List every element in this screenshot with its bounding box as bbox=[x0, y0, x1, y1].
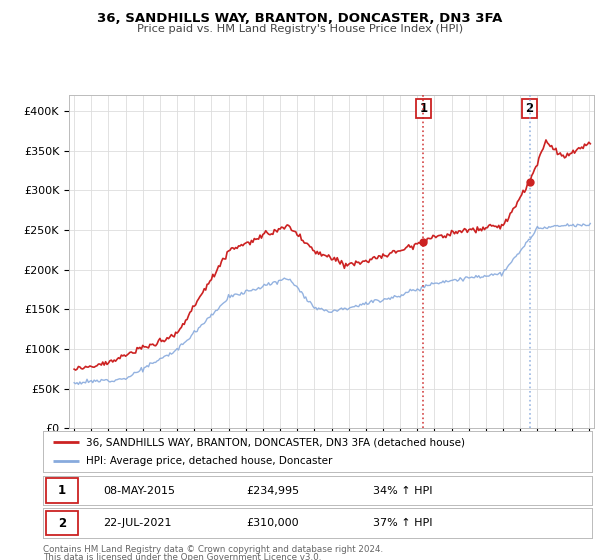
Text: 1: 1 bbox=[419, 102, 427, 115]
Bar bbox=[46, 511, 78, 535]
Text: HPI: Average price, detached house, Doncaster: HPI: Average price, detached house, Donc… bbox=[86, 456, 332, 465]
Text: 1: 1 bbox=[58, 484, 66, 497]
Text: £234,995: £234,995 bbox=[247, 486, 299, 496]
Text: 22-JUL-2021: 22-JUL-2021 bbox=[104, 518, 172, 528]
Bar bbox=[46, 478, 78, 503]
Text: This data is licensed under the Open Government Licence v3.0.: This data is licensed under the Open Gov… bbox=[43, 553, 322, 560]
Text: Contains HM Land Registry data © Crown copyright and database right 2024.: Contains HM Land Registry data © Crown c… bbox=[43, 545, 383, 554]
Text: 36, SANDHILLS WAY, BRANTON, DONCASTER, DN3 3FA: 36, SANDHILLS WAY, BRANTON, DONCASTER, D… bbox=[97, 12, 503, 25]
Text: 08-MAY-2015: 08-MAY-2015 bbox=[104, 486, 176, 496]
Text: 36, SANDHILLS WAY, BRANTON, DONCASTER, DN3 3FA (detached house): 36, SANDHILLS WAY, BRANTON, DONCASTER, D… bbox=[86, 437, 465, 447]
Text: 37% ↑ HPI: 37% ↑ HPI bbox=[373, 518, 432, 528]
Text: £310,000: £310,000 bbox=[247, 518, 299, 528]
Text: 2: 2 bbox=[526, 102, 534, 115]
Text: 2: 2 bbox=[58, 516, 66, 530]
Text: Price paid vs. HM Land Registry's House Price Index (HPI): Price paid vs. HM Land Registry's House … bbox=[137, 24, 463, 34]
Text: 34% ↑ HPI: 34% ↑ HPI bbox=[373, 486, 432, 496]
